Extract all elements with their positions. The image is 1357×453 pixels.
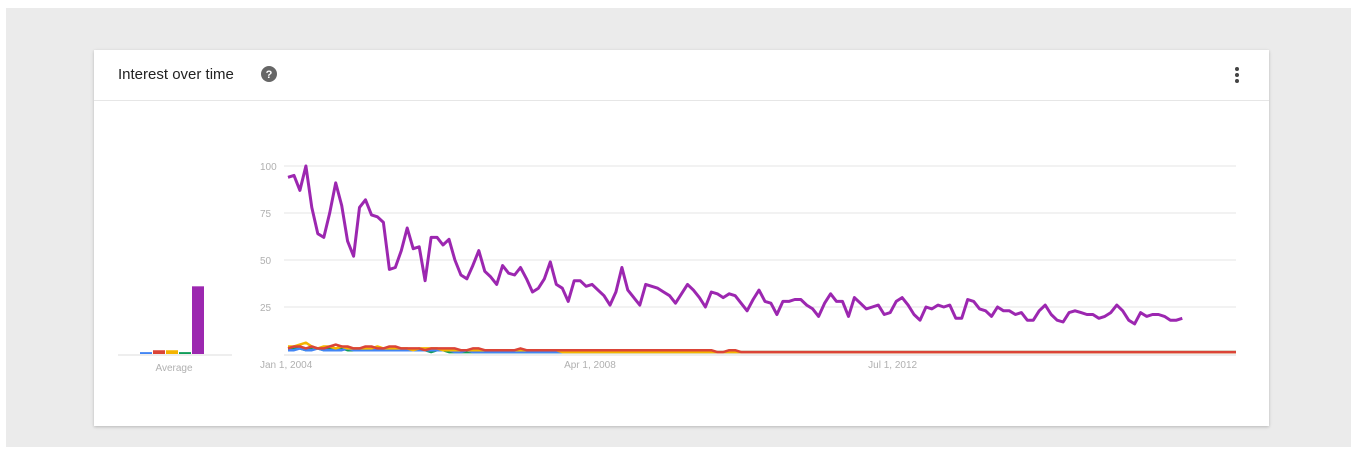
average-bar xyxy=(166,350,178,354)
series-line xyxy=(287,343,1236,354)
average-bar xyxy=(192,286,204,354)
chart-grid xyxy=(284,165,1236,356)
y-tick-label: 75 xyxy=(260,209,272,220)
x-tick-label: Jul 1, 2012 xyxy=(868,360,917,371)
x-tick-label: Jan 1, 2004 xyxy=(260,360,313,371)
average-bar xyxy=(140,352,152,354)
y-tick-label: 100 xyxy=(260,162,277,173)
series-lines xyxy=(287,164,1236,354)
y-tick-label: 25 xyxy=(260,303,272,314)
help-circle-icon[interactable]: ? xyxy=(260,65,278,83)
average-label: Average xyxy=(155,363,193,374)
average-bar xyxy=(179,352,191,354)
average-bar xyxy=(153,350,165,354)
interest-over-time-card: Interest over time ? 25 50 75 100 Average J… xyxy=(94,50,1269,426)
x-axis-ticks: Jan 1, 2004 Apr 1, 2008 Jul 1, 2012 xyxy=(260,360,918,371)
x-tick-label: Apr 1, 2008 xyxy=(564,360,616,371)
card-header: Interest over time ? xyxy=(94,50,1269,101)
more-vert-icon[interactable] xyxy=(1227,64,1247,86)
average-bars: Average xyxy=(118,286,232,374)
y-tick-label: 50 xyxy=(260,256,272,267)
y-axis-ticks: 25 50 75 100 xyxy=(260,162,277,314)
series-line xyxy=(287,164,1183,326)
svg-text:?: ? xyxy=(266,69,273,81)
card-title: Interest over time xyxy=(118,66,234,83)
interest-chart: 25 50 75 100 Average Jan 1, 2004 Apr 1, 2008… xyxy=(118,162,1236,374)
